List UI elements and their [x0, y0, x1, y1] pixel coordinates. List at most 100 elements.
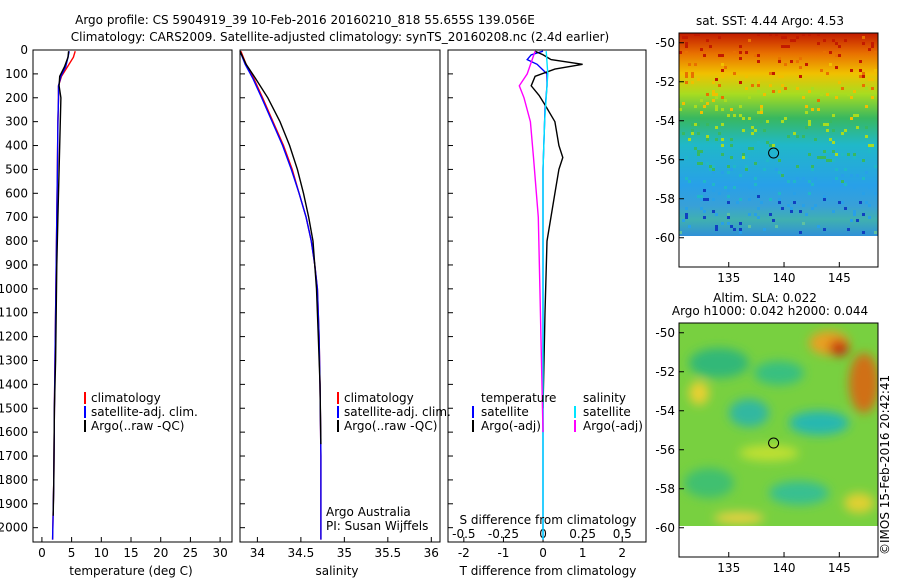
sst-pixel: [841, 87, 844, 90]
sst-pixel: [730, 156, 733, 159]
depth-tick-label: 800: [5, 234, 28, 248]
sst-pixel: [829, 159, 832, 162]
sst-pixel: [838, 54, 841, 57]
sst-pixel: [841, 201, 844, 204]
sst-pixel: [727, 171, 730, 174]
sst-pixel: [757, 141, 760, 144]
sst-pixel: [706, 102, 709, 105]
legend-title-salinity: salinity: [583, 391, 626, 405]
sst-pixel: [718, 132, 721, 135]
sst-pixel: [697, 123, 700, 126]
sst-pixel: [859, 201, 862, 204]
sst-pixel: [778, 60, 781, 63]
sst-pixel: [820, 156, 823, 159]
depth-tick-label: 1400: [0, 377, 28, 391]
sst-pixel: [874, 231, 877, 234]
sst-pixel: [709, 165, 712, 168]
sst-pixel: [721, 222, 724, 225]
sla-map-panel: Altim. SLA: 0.022 Argo h1000: 0.042 h200…: [655, 291, 879, 575]
argo-float-marker: [768, 147, 780, 159]
sst-pixel: [781, 120, 784, 123]
sst-pixel: [808, 180, 811, 183]
sst-pixel: [781, 84, 784, 87]
sla-blob: [754, 361, 804, 385]
sst-pixel: [790, 144, 793, 147]
sst-pixel: [781, 207, 784, 210]
sst-pixel: [826, 159, 829, 162]
sst-pixel: [769, 84, 772, 87]
sst-pixel: [742, 156, 745, 159]
sst-pixel: [811, 183, 814, 186]
sst-pixel: [805, 111, 808, 114]
sst-pixel: [826, 93, 829, 96]
sst-pixel: [772, 90, 775, 93]
sst-pixel: [742, 129, 745, 132]
sst-pixel: [853, 186, 856, 189]
sst-pixel: [715, 225, 718, 228]
sst-pixel: [778, 75, 781, 78]
sst-pixel: [853, 90, 856, 93]
lon-tick-label: 140: [773, 561, 796, 575]
depth-tick-label: 1300: [0, 353, 28, 367]
sst-pixel: [823, 150, 826, 153]
sst-pixel: [808, 90, 811, 93]
sst-pixel: [799, 66, 802, 69]
sst-pixel: [730, 225, 733, 228]
sst-pixel: [871, 45, 874, 48]
sst-pixel: [739, 105, 742, 108]
sst-pixel: [862, 213, 865, 216]
sst-pixel: [835, 96, 838, 99]
sst-pixel: [721, 96, 724, 99]
sst-pixel: [679, 108, 682, 111]
sst-pixel: [733, 114, 736, 117]
sst-pixel: [688, 138, 691, 141]
depth-tick-label: 300: [5, 115, 28, 129]
sst-pixel: [787, 204, 790, 207]
sst-pixel: [817, 225, 820, 228]
sst-pixel: [742, 153, 745, 156]
sst-pixel: [691, 132, 694, 135]
sst-pixel: [868, 150, 871, 153]
sst-pixel: [790, 39, 793, 42]
argo-temperature-line: [52, 51, 70, 516]
sst-pixel: [766, 120, 769, 123]
figure-title-line1: Argo profile: CS 5904919_39 10-Feb-2016 …: [75, 13, 535, 27]
sst-pixel: [688, 225, 691, 228]
sst-pixel: [721, 171, 724, 174]
depth-tick-label: 1200: [0, 330, 28, 344]
sst-pixel: [823, 123, 826, 126]
sst-pixel: [832, 114, 835, 117]
legend-label-t-satellite: satellite: [481, 405, 529, 419]
sst-pixel: [862, 231, 865, 234]
depth-tick-label: 1600: [0, 425, 28, 439]
sst-pixel: [874, 165, 877, 168]
sst-pixel: [832, 39, 835, 42]
sst-pixel: [811, 87, 814, 90]
sst-pixel: [679, 186, 682, 189]
sst-pixel: [712, 90, 715, 93]
sst-pixel: [817, 108, 820, 111]
lat-tick-label: -58: [655, 192, 675, 206]
sst-pixel: [865, 201, 868, 204]
sst-pixel: [802, 135, 805, 138]
sst-pixel: [697, 132, 700, 135]
sst-pixel: [778, 198, 781, 201]
sst-pixel: [754, 54, 757, 57]
sst-pixel: [733, 228, 736, 231]
sst-pixel: [859, 75, 862, 78]
sst-pixel: [751, 147, 754, 150]
sst-pixel: [715, 78, 718, 81]
sst-pixel: [733, 51, 736, 54]
sst-pixel: [808, 123, 811, 126]
sst-pixel: [799, 231, 802, 234]
sst-pixel: [700, 195, 703, 198]
sla-map-title: Altim. SLA: 0.022: [713, 291, 817, 305]
sst-pixel: [727, 195, 730, 198]
x-tick-label: 30: [212, 546, 227, 560]
sst-pixel: [691, 81, 694, 84]
legend-label-t-argo: Argo(-adj): [481, 419, 541, 433]
sst-pixel: [769, 213, 772, 216]
sst-pixel: [703, 189, 706, 192]
sst-pixel: [826, 129, 829, 132]
sst-pixel: [775, 33, 778, 36]
